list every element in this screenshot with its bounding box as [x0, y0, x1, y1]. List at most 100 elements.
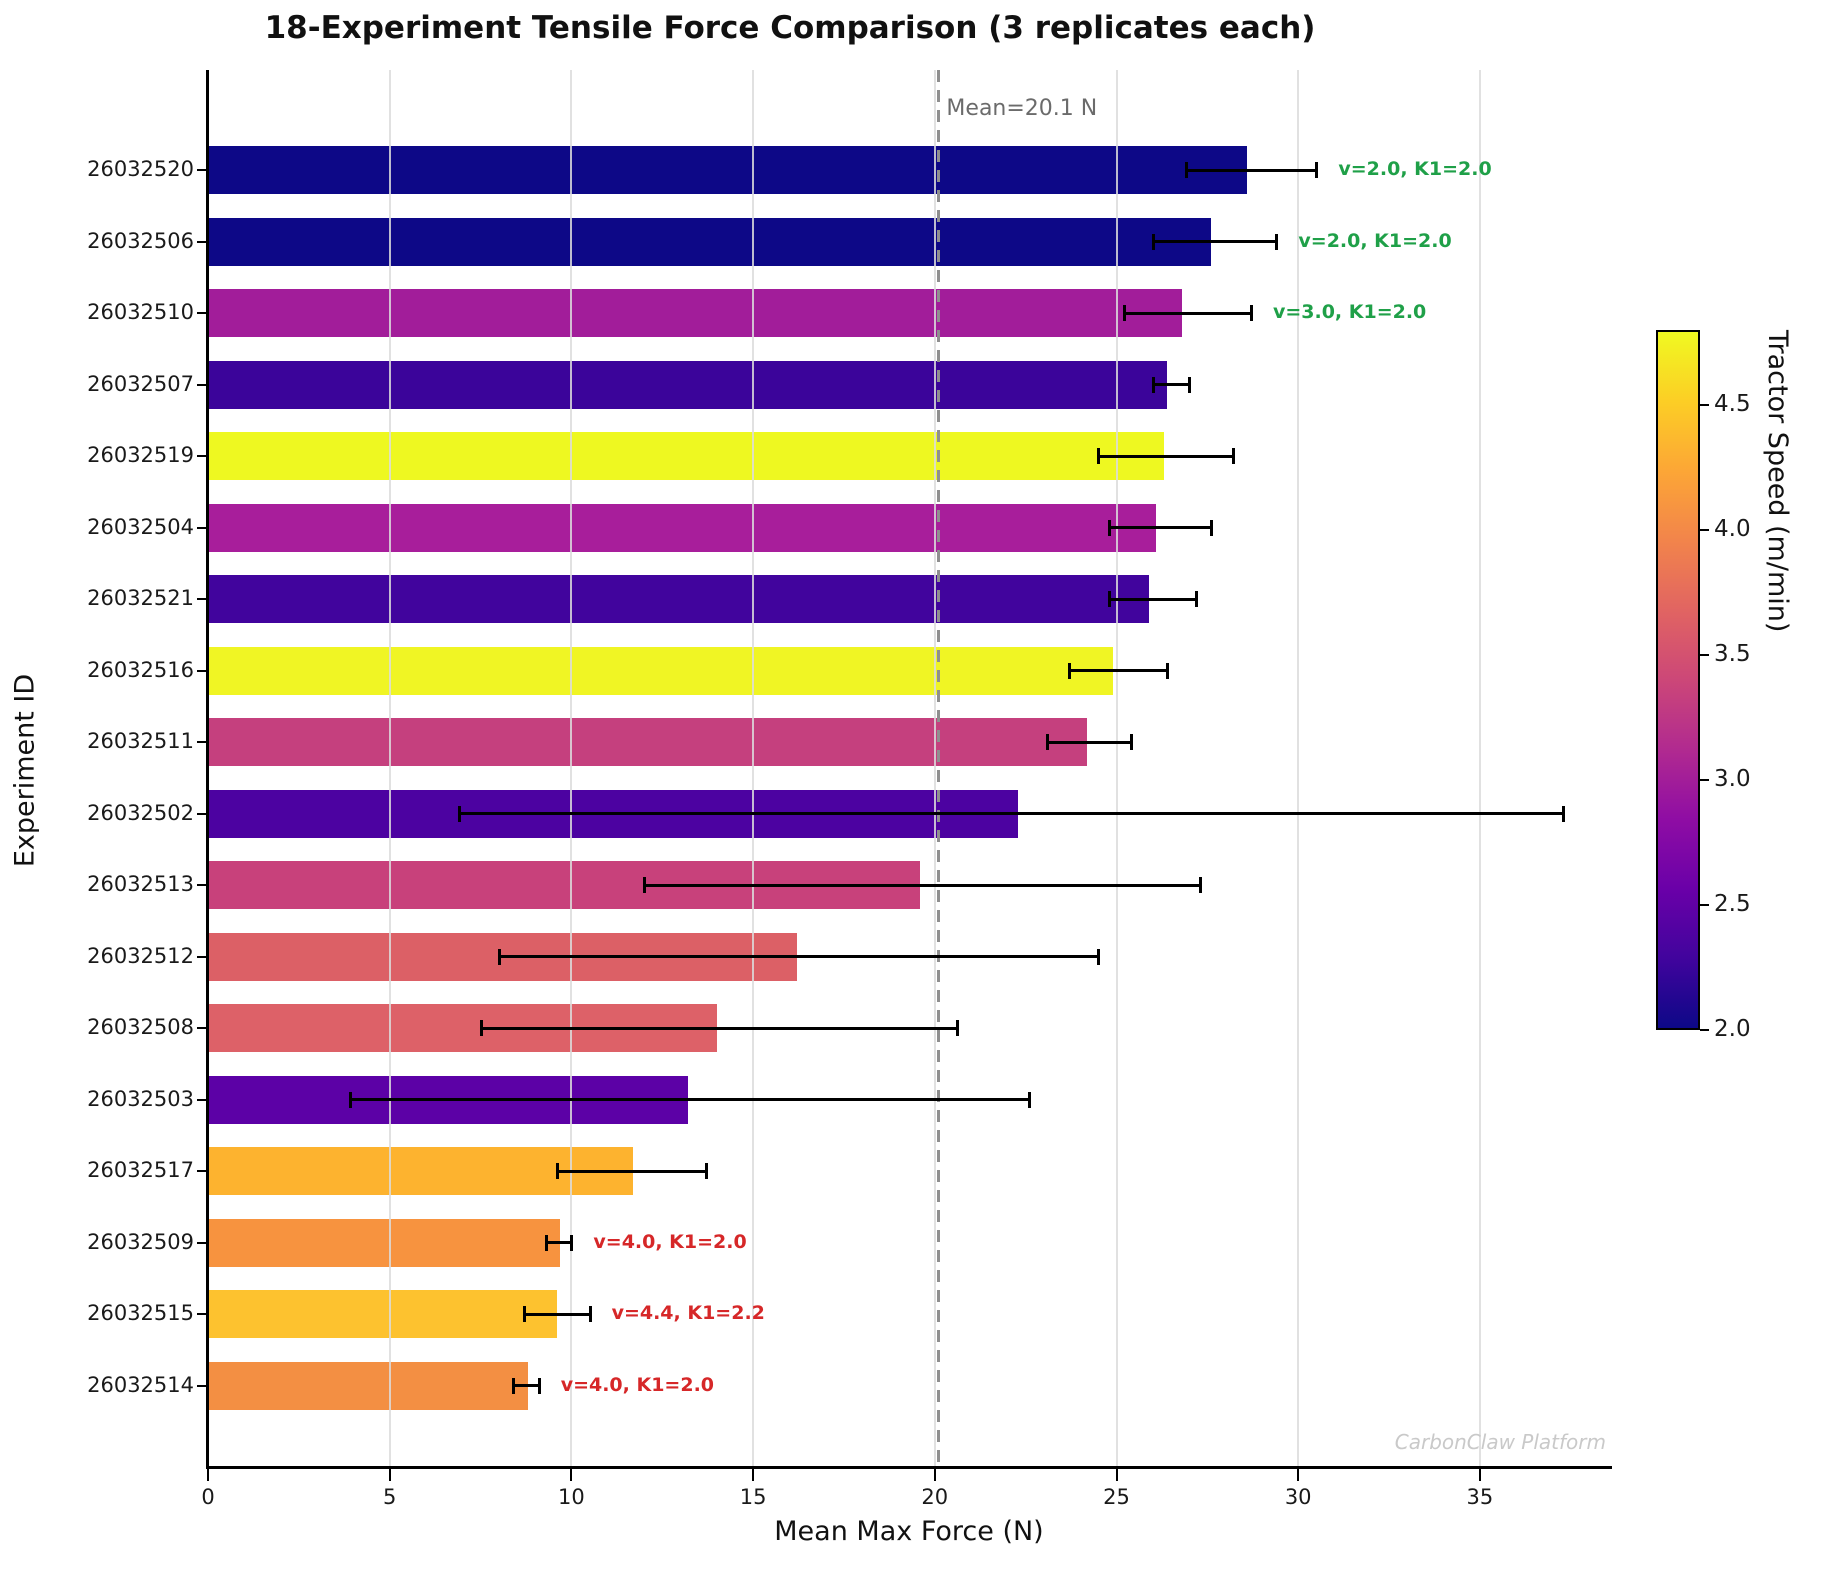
- errorbar-26032520: [1185, 168, 1317, 172]
- chart-title: 18-Experiment Tensile Force Comparison (…: [264, 10, 1316, 46]
- errorbar-26032502: [458, 812, 1564, 815]
- ytick-mark-26032512: [197, 955, 206, 958]
- errorbar-cap-low-26032504: [1108, 519, 1112, 536]
- mean-line: [936, 70, 940, 1466]
- colorbar-tick-mark-4.0: [1700, 529, 1709, 531]
- errorbar-cap-high-26032503: [1028, 1091, 1032, 1108]
- ytick-mark-26032508: [197, 1027, 206, 1029]
- xtick-label-30: 30: [1284, 1485, 1312, 1509]
- errorbar-26032515: [524, 1312, 590, 1316]
- errorbar-26032509: [545, 1241, 572, 1244]
- ytick-label-26032510: 26032510: [87, 300, 194, 324]
- bar-26032506: [208, 217, 1211, 266]
- errorbar-26032508: [480, 1026, 957, 1030]
- ytick-mark-26032506: [197, 240, 206, 243]
- errorbar-cap-high-26032506: [1275, 233, 1279, 250]
- ytick-mark-26032503: [197, 1098, 206, 1101]
- colorbar-tick-mark-3.5: [1700, 654, 1709, 656]
- errorbar-26032512: [498, 955, 1099, 958]
- ytick-label-26032508: 26032508: [87, 1015, 194, 1039]
- xtick-label-0: 0: [201, 1485, 215, 1509]
- errorbar-cap-low-26032513: [643, 877, 647, 893]
- errorbar-cap-high-26032514: [537, 1377, 541, 1394]
- bar-26032504: [208, 503, 1157, 552]
- errorbar-26032511: [1047, 740, 1132, 744]
- bar-26032511: [208, 718, 1088, 766]
- errorbar-26032513: [644, 883, 1201, 887]
- xtick-label-10: 10: [558, 1485, 585, 1509]
- colorbar-tick-label-4.0: 4.0: [1714, 516, 1751, 542]
- ytick-mark-26032504: [197, 526, 206, 529]
- xtick-mark-20: [933, 1469, 936, 1481]
- bar-26032510: [208, 289, 1182, 337]
- ytick-mark-26032521: [197, 598, 206, 600]
- ytick-mark-26032507: [197, 383, 206, 386]
- errorbar-cap-low-26032511: [1046, 734, 1050, 750]
- errorbar-cap-high-26032516: [1166, 662, 1170, 679]
- bar-26032519: [208, 432, 1164, 480]
- errorbar-cap-high-26032521: [1195, 591, 1199, 607]
- errorbar-cap-high-26032507: [1188, 376, 1192, 393]
- errorbar-26032507: [1152, 383, 1190, 386]
- xtick-label-5: 5: [383, 1485, 397, 1509]
- errorbar-cap-low-26032520: [1184, 162, 1188, 178]
- annotation-26032514: v=4.0, K1=2.0: [560, 1373, 715, 1396]
- ytick-label-26032512: 26032512: [87, 943, 194, 968]
- xtick-mark-35: [1478, 1469, 1481, 1481]
- errorbar-cap-low-26032507: [1151, 376, 1155, 393]
- mean-line-label: Mean=20.1 N: [946, 96, 1098, 121]
- ytick-label-26032514: 26032514: [87, 1372, 194, 1397]
- errorbar-cap-low-26032521: [1108, 591, 1112, 607]
- ytick-label-26032521: 26032521: [87, 586, 194, 610]
- errorbar-cap-low-26032503: [348, 1091, 352, 1108]
- errorbar-26032514: [513, 1384, 539, 1387]
- errorbar-cap-high-26032513: [1199, 877, 1203, 893]
- ytick-label-26032513: 26032513: [87, 872, 194, 896]
- ytick-label-26032517: 26032517: [87, 1158, 194, 1182]
- errorbar-26032506: [1152, 240, 1277, 243]
- errorbar-cap-high-26032517: [704, 1163, 708, 1179]
- colorbar-tick-label-4.5: 4.5: [1714, 391, 1751, 417]
- ytick-label-26032503: 26032503: [87, 1086, 194, 1111]
- xtick-label-35: 35: [1466, 1485, 1494, 1509]
- ytick-mark-26032519: [197, 455, 206, 457]
- errorbar-cap-low-26032514: [512, 1377, 516, 1394]
- annotation-26032509: v=4.0, K1=2.0: [593, 1230, 747, 1253]
- errorbar-cap-high-26032504: [1209, 519, 1213, 536]
- colorbar-tick-mark-3.0: [1700, 779, 1709, 781]
- gridline-x20: [933, 70, 936, 1466]
- errorbar-cap-high-26032509: [570, 1234, 574, 1251]
- xtick-label-20: 20: [921, 1485, 949, 1509]
- errorbar-cap-low-26032510: [1122, 305, 1126, 321]
- gridline-x30: [1297, 70, 1300, 1466]
- gridline-x35: [1478, 70, 1481, 1466]
- ytick-label-26032516: 26032516: [87, 657, 194, 682]
- errorbar-cap-high-26032502: [1562, 805, 1566, 822]
- ytick-label-26032502: 26032502: [87, 800, 194, 825]
- errorbar-cap-low-26032508: [479, 1020, 483, 1036]
- errorbar-cap-low-26032502: [457, 805, 461, 822]
- y-axis-label: Experiment ID: [9, 673, 41, 868]
- xtick-mark-15: [752, 1469, 755, 1481]
- watermark-text: CarbonClaw Platform: [1394, 1430, 1606, 1454]
- errorbar-26032517: [556, 1169, 706, 1173]
- xtick-mark-0: [207, 1469, 209, 1481]
- xtick-label-15: 15: [739, 1485, 767, 1509]
- xtick-mark-10: [570, 1469, 573, 1481]
- errorbar-cap-low-26032506: [1151, 233, 1155, 250]
- errorbar-cap-high-26032508: [955, 1020, 959, 1036]
- errorbar-26032503: [349, 1098, 1030, 1101]
- errorbar-cap-low-26032509: [544, 1234, 548, 1251]
- errorbar-cap-low-26032516: [1068, 662, 1072, 679]
- ytick-label-26032515: 26032515: [87, 1301, 194, 1325]
- errorbar-cap-low-26032515: [523, 1306, 527, 1322]
- errorbar-26032521: [1109, 597, 1197, 601]
- xtick-label-25: 25: [1103, 1485, 1130, 1509]
- errorbar-cap-high-26032520: [1315, 162, 1319, 178]
- errorbar-26032504: [1109, 526, 1211, 529]
- errorbar-cap-high-26032515: [588, 1306, 592, 1322]
- bar-26032521: [208, 575, 1150, 623]
- ytick-mark-26032516: [197, 669, 206, 672]
